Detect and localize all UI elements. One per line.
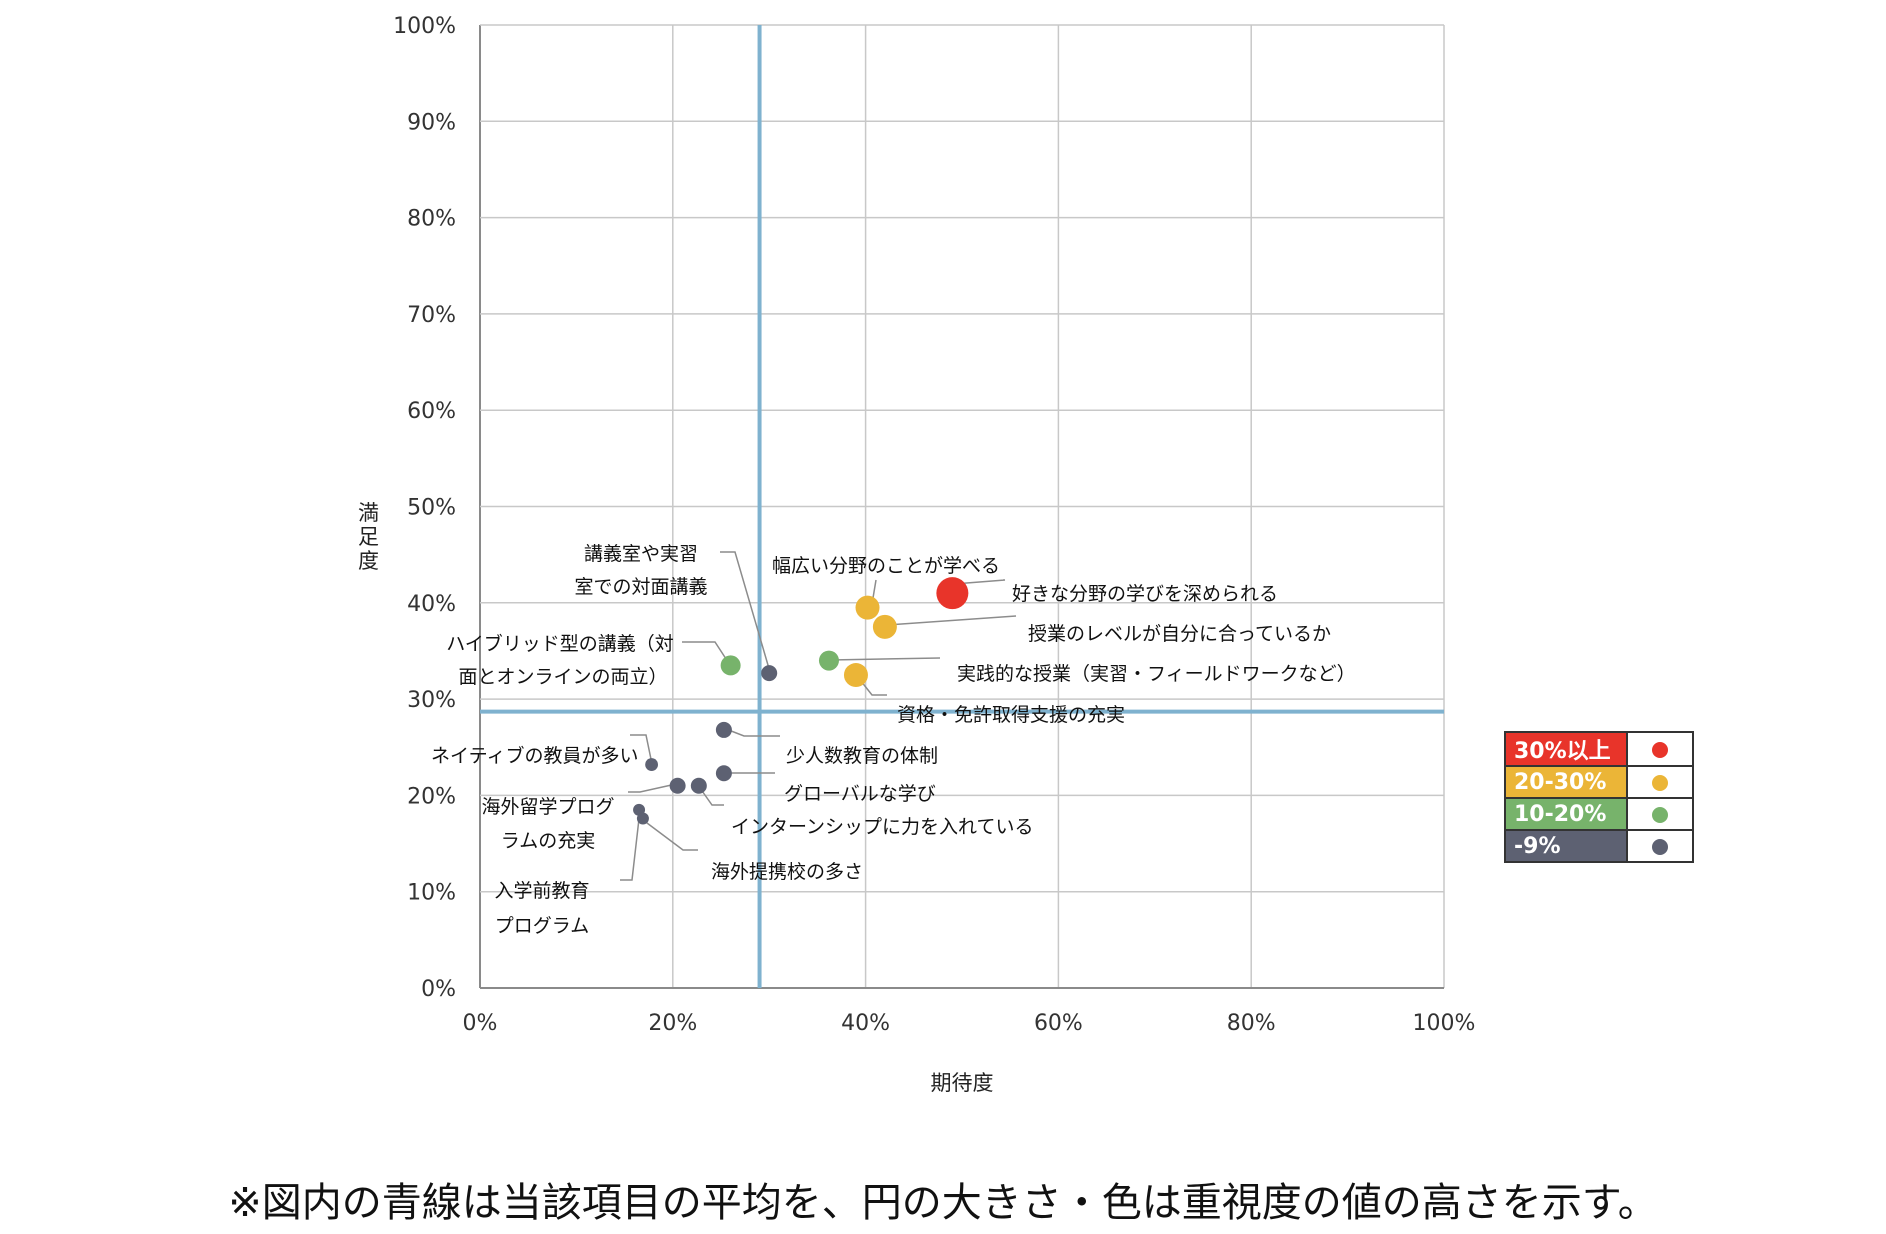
leader-line bbox=[725, 728, 780, 737]
y-tick-label: 10% bbox=[407, 881, 456, 906]
legend-dot-icon bbox=[1652, 839, 1668, 855]
leader-line bbox=[628, 783, 677, 793]
y-tick-label: 60% bbox=[407, 399, 456, 424]
legend-dot-icon bbox=[1652, 775, 1668, 791]
y-tick-label: 100% bbox=[393, 14, 456, 39]
leader-line bbox=[829, 657, 941, 661]
leader-line bbox=[630, 734, 653, 765]
legend-label: 30%以上 bbox=[1504, 731, 1628, 767]
legend-dot-icon bbox=[1652, 807, 1668, 823]
data-point bbox=[818, 650, 839, 671]
data-point bbox=[720, 655, 741, 676]
grid bbox=[479, 24, 1445, 989]
scatter-chart: 0% 20% 40% 60% 80% 100% 0% 10% 20% 30% 40% 50% 60% 70… bbox=[358, 14, 1475, 1095]
x-tick-label: 0% bbox=[463, 1011, 498, 1036]
data-point bbox=[690, 777, 707, 794]
legend-label: 10-20% bbox=[1504, 797, 1628, 831]
legend-row: 30%以上 bbox=[1504, 731, 1694, 767]
point-label: 資格・免許取得支援の充実 bbox=[897, 704, 1125, 726]
legend: 30%以上 20-30% 10-20% -9% bbox=[1504, 731, 1694, 863]
tick-labels: 0% 20% 40% 60% 80% 100% 0% 10% 20% 30% 40% 50% 60% 70… bbox=[393, 14, 1475, 1036]
x-tick-label: 80% bbox=[1227, 1011, 1276, 1036]
y-tick-label: 80% bbox=[407, 207, 456, 232]
leader-line bbox=[699, 787, 724, 806]
legend-row: 10-20% bbox=[1504, 797, 1694, 831]
legend-label: 20-30% bbox=[1504, 765, 1628, 799]
legend-label: -9% bbox=[1504, 829, 1628, 863]
data-point bbox=[855, 595, 880, 620]
legend-row: -9% bbox=[1504, 829, 1694, 863]
footnote: ※図内の青線は当該項目の平均を、円の大きさ・色は重視度の値の高さを示す。 bbox=[228, 1180, 1658, 1226]
data-points bbox=[633, 577, 969, 825]
point-label: 授業のレベルが自分に合っているか bbox=[1028, 623, 1331, 645]
x-tick-label: 20% bbox=[648, 1011, 697, 1036]
leader-line bbox=[886, 615, 1017, 626]
point-label: 入学前教育プログラム bbox=[494, 880, 589, 937]
y-tick-label: 30% bbox=[407, 688, 456, 713]
point-label: 好きな分野の学びを深められる bbox=[1012, 583, 1278, 605]
point-labels: 好きな分野の学びを深められる幅広い分野のことが学べる授業のレベルが自分に合ってい… bbox=[431, 543, 1356, 937]
data-point bbox=[761, 665, 778, 682]
data-point bbox=[636, 812, 649, 825]
leader-line bbox=[620, 809, 641, 881]
y-tick-label: 40% bbox=[407, 592, 456, 617]
x-tick-label: 100% bbox=[1413, 1011, 1476, 1036]
y-axis-title: 満足度 bbox=[358, 501, 379, 573]
point-label: 実践的な授業（実習・フィールドワークなど） bbox=[957, 663, 1356, 685]
point-label: 海外留学プログラムの充実 bbox=[481, 796, 614, 852]
y-tick-label: 90% bbox=[407, 110, 456, 135]
y-tick-label: 0% bbox=[421, 977, 456, 1002]
point-label: 海外提携校の多さ bbox=[711, 861, 863, 883]
data-point bbox=[872, 614, 897, 639]
legend-swatch-cell bbox=[1626, 731, 1694, 767]
point-label: 少人数教育の体制 bbox=[786, 745, 938, 767]
leader-line bbox=[872, 579, 877, 599]
x-tick-label: 40% bbox=[841, 1011, 890, 1036]
y-tick-label: 20% bbox=[407, 784, 456, 809]
data-point bbox=[669, 777, 686, 794]
leader-line bbox=[953, 579, 1006, 585]
point-label: 講義室や実習室での対面講義 bbox=[574, 543, 707, 598]
y-tick-label: 50% bbox=[407, 496, 456, 521]
legend-swatch-cell bbox=[1626, 829, 1694, 863]
data-point bbox=[645, 758, 658, 771]
mean-lines bbox=[480, 25, 1444, 988]
legend-row: 20-30% bbox=[1504, 765, 1694, 799]
legend-dot-icon bbox=[1652, 742, 1668, 758]
data-point bbox=[715, 721, 732, 738]
point-label: グローバルな学び bbox=[784, 783, 936, 805]
point-label: 幅広い分野のことが学べる bbox=[772, 555, 1000, 577]
leader-lines bbox=[620, 551, 1017, 881]
data-point bbox=[936, 577, 969, 610]
leader-line bbox=[642, 819, 698, 851]
x-axis-title: 期待度 bbox=[931, 1071, 994, 1095]
leader-line bbox=[720, 551, 771, 673]
data-point bbox=[843, 663, 868, 688]
y-tick-label: 70% bbox=[407, 303, 456, 328]
point-label: ハイブリッド型の講義（対面とオンラインの両立） bbox=[446, 632, 674, 688]
legend-swatch-cell bbox=[1626, 765, 1694, 799]
point-label: ネイティブの教員が多い bbox=[431, 744, 638, 767]
x-tick-label: 60% bbox=[1034, 1011, 1083, 1036]
legend-swatch-cell bbox=[1626, 797, 1694, 831]
point-label: インターンシップに力を入れている bbox=[731, 816, 1033, 838]
data-point bbox=[715, 765, 732, 782]
